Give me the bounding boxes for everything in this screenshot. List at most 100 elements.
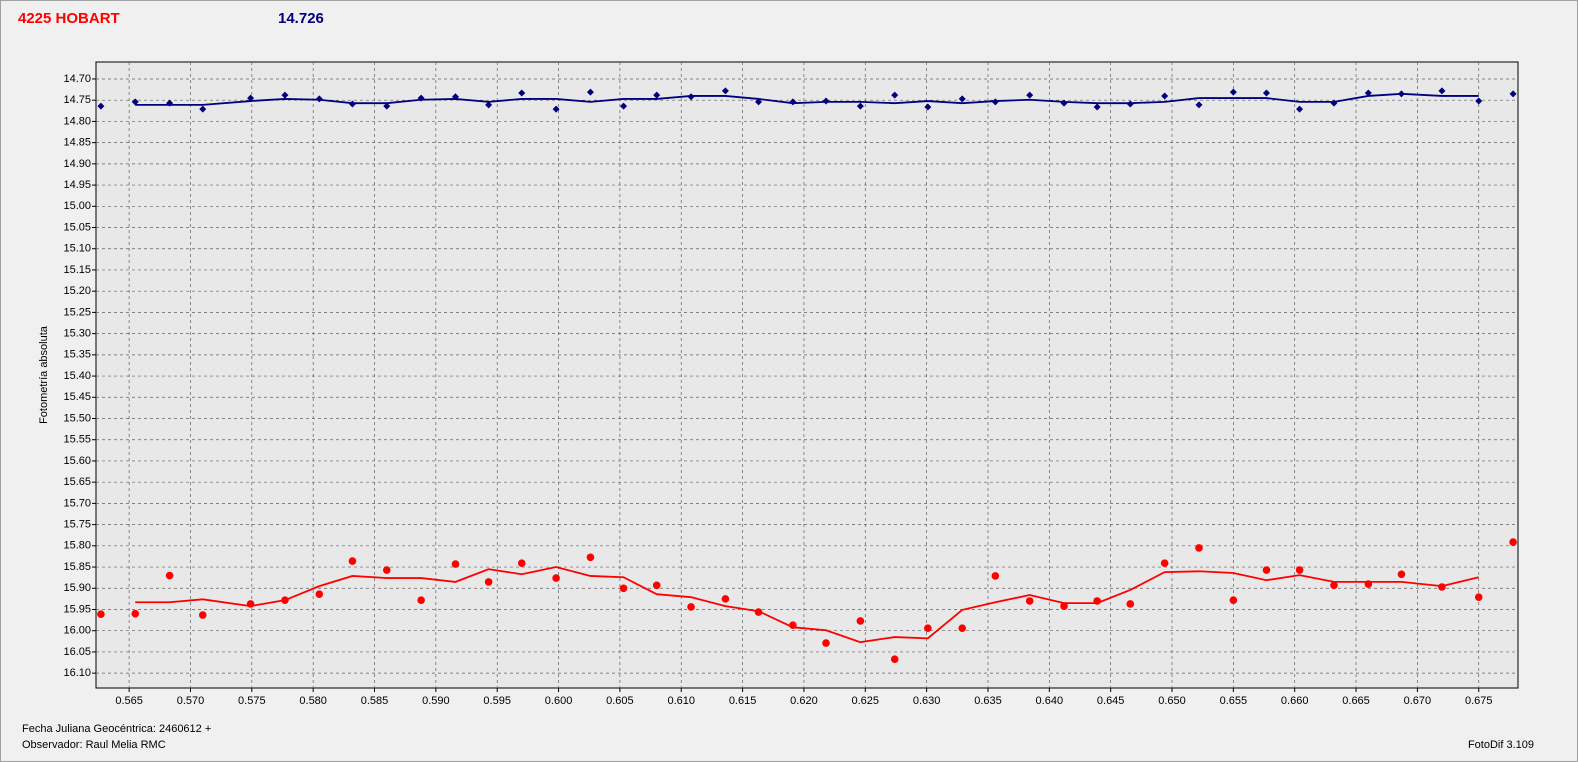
y-tick-label: 15.80 [63,540,91,552]
y-tick-label: 15.15 [63,264,91,276]
y-tick-label: 15.50 [63,412,91,424]
point [1509,538,1517,546]
point [198,611,207,619]
y-tick-label: 15.70 [63,497,91,509]
point [1025,597,1034,605]
y-tick-label: 15.10 [63,243,91,255]
x-tick-label: 0.575 [238,695,266,707]
y-tick-label: 15.00 [63,200,91,212]
point [1195,101,1203,109]
point [1475,97,1483,105]
x-tick-label: 0.635 [974,695,1002,707]
point [1438,87,1446,95]
x-tick-label: 0.570 [177,695,205,707]
x-tick-label: 0.595 [483,695,511,707]
y-tick-label: 16.05 [63,646,91,658]
point [924,103,932,111]
point [1262,89,1270,97]
point [382,566,391,574]
point [281,91,289,99]
x-tick-label: 0.655 [1220,695,1248,707]
y-tick-label: 15.65 [63,476,91,488]
point [1364,89,1372,97]
chart-subtitle: 14.726 [278,10,324,27]
x-tick-label: 0.675 [1465,695,1493,707]
x-tick-label: 0.590 [422,695,450,707]
trend-line [135,566,1479,644]
x-tick-label: 0.640 [1036,695,1064,707]
point [1195,544,1203,552]
x-tick-label: 0.580 [299,695,327,707]
point [822,639,830,647]
point [890,655,899,663]
y-tick-label: 14.90 [63,158,91,170]
point [1126,600,1135,608]
x-tick-label: 0.620 [790,695,818,707]
x-tick-label: 0.665 [1342,695,1370,707]
y-tick-label: 14.85 [63,137,91,149]
point [1229,596,1238,604]
point [199,105,207,113]
point [552,574,560,582]
x-tick-label: 0.630 [913,695,941,707]
y-axis-label: Fotometría absoluta [38,325,50,424]
y-tick-label: 14.80 [63,115,91,127]
y-tick-label: 14.95 [63,179,91,191]
point [1026,91,1034,99]
x-tick-label: 0.615 [729,695,757,707]
point [97,102,105,110]
point [586,88,594,96]
point [417,596,425,604]
point [131,98,139,106]
y-tick-label: 14.70 [63,73,91,85]
point [924,624,932,632]
y-tick-label: 14.75 [63,94,91,106]
point [958,95,966,103]
y-tick-label: 15.60 [63,455,91,467]
point [1262,566,1271,574]
point [687,603,695,611]
point [991,572,1000,580]
point [1093,103,1101,111]
chart-title: 4225 HOBART [18,10,120,27]
point [619,584,628,593]
point [1161,92,1169,100]
x-tick-label: 0.625 [852,695,880,707]
y-tick-label: 15.20 [63,285,91,297]
y-tick-label: 15.55 [63,434,91,446]
y-tick-label: 15.85 [63,561,91,573]
point [517,559,526,568]
x-axis-label: Fecha Juliana Geocéntrica: 2460612 + [22,723,211,735]
point [856,102,864,110]
x-tick-label: 0.565 [115,695,143,707]
x-tick-label: 0.600 [545,695,573,707]
point [518,89,526,97]
point [247,94,255,102]
software: FotoDif 3.109 [1468,739,1534,751]
point [165,571,174,580]
y-tick-label: 15.30 [63,328,91,340]
x-tick-label: 0.645 [1097,695,1125,707]
point [1509,90,1517,98]
observer: Observador: Raul Melia RMC [22,739,166,751]
point [1397,570,1406,579]
point [97,610,105,618]
point [1330,581,1338,590]
point [652,581,661,590]
point [1296,105,1304,113]
point [315,590,324,599]
x-tick-label: 0.670 [1404,695,1432,707]
plot-area [95,61,1519,689]
y-tick-label: 15.45 [63,391,91,403]
point [958,624,967,632]
y-tick-label: 16.10 [63,667,91,679]
x-tick-label: 0.605 [606,695,634,707]
point [1474,593,1483,601]
y-tick-label: 15.90 [63,582,91,594]
y-tick-label: 16.00 [63,625,91,637]
x-tick-label: 0.660 [1281,695,1309,707]
point [586,553,595,562]
point [653,91,661,99]
